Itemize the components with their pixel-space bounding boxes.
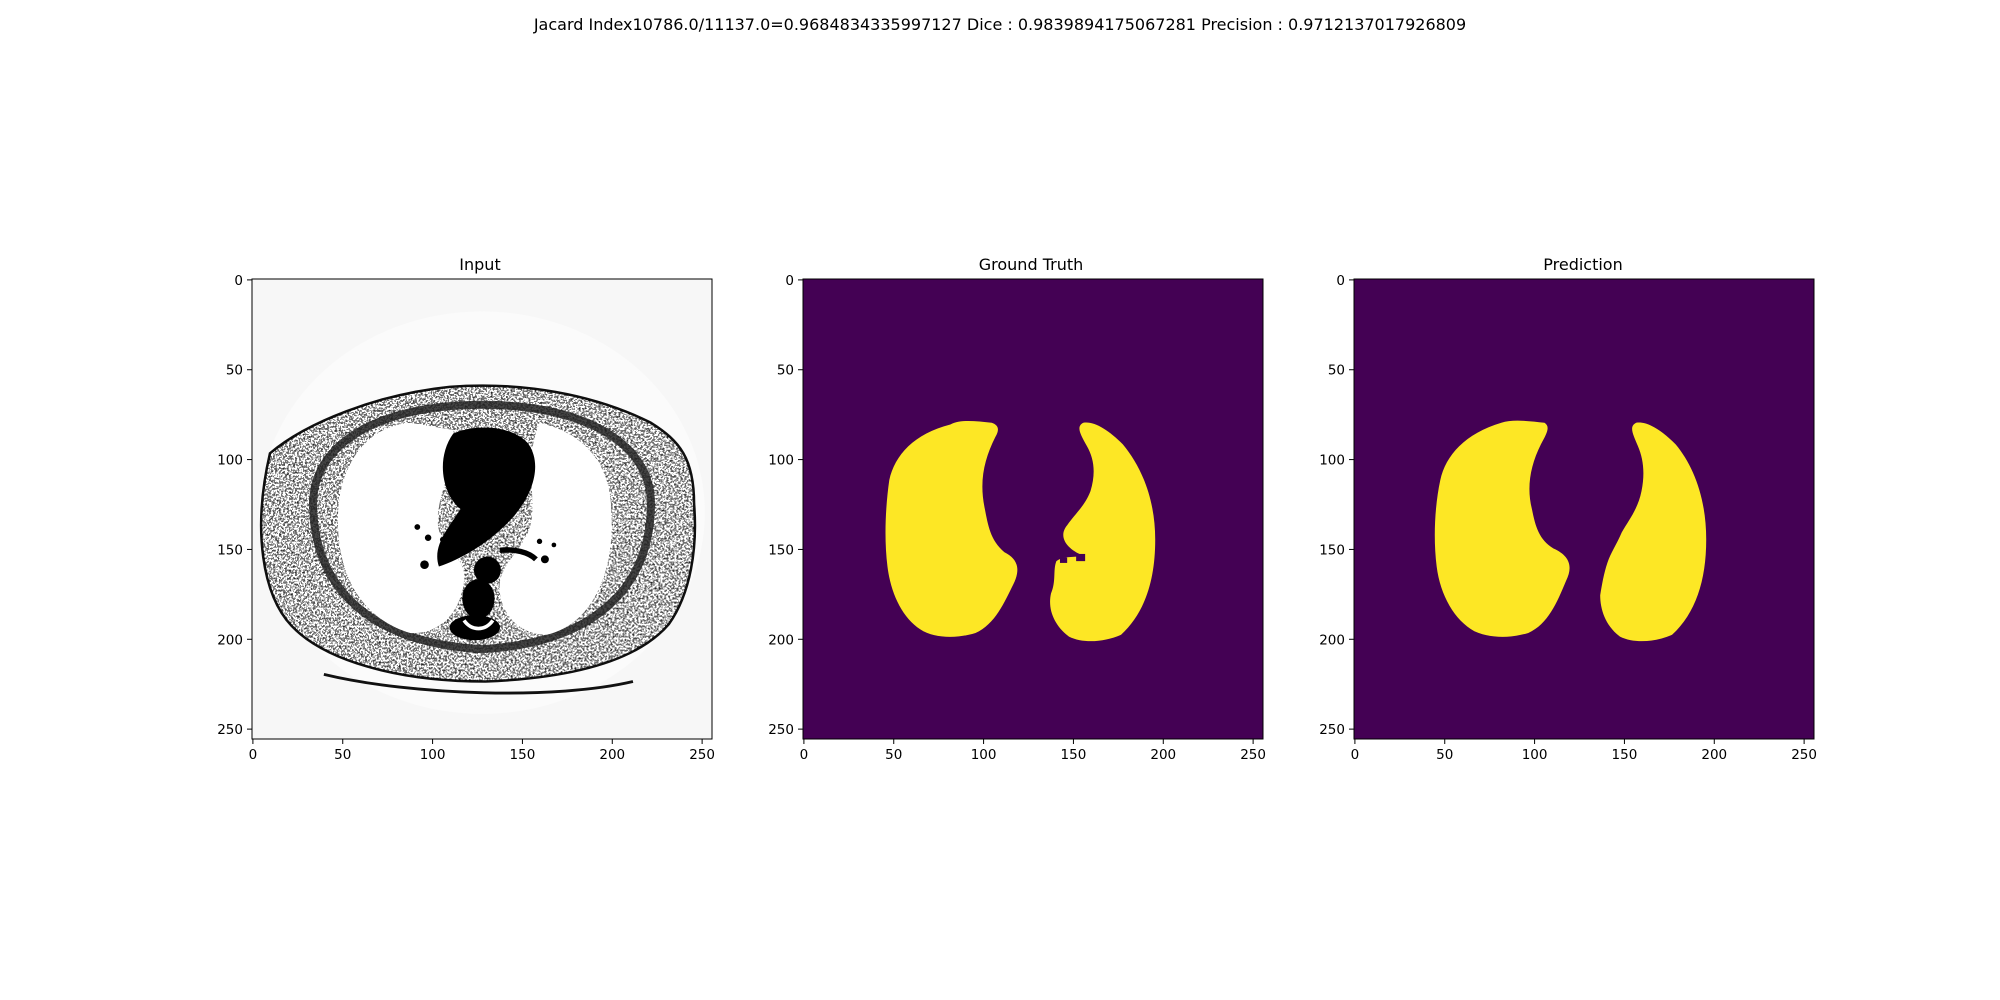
xtick-label-input: 150	[510, 747, 536, 763]
panel-ground-truth: Ground Truth	[802, 255, 1264, 740]
xtick-label-input: 50	[334, 747, 351, 763]
xtick-label-prediction: 0	[1351, 747, 1360, 763]
axes-frame-prediction	[1353, 278, 1815, 740]
ytick-label-ground_truth: 150	[768, 542, 794, 558]
xtick-label-input: 100	[420, 747, 446, 763]
mask-lung-right	[885, 420, 1018, 637]
ytick-label-prediction: 100	[1319, 453, 1345, 469]
xtick-label-prediction: 50	[1436, 747, 1453, 763]
ct-lung-right	[337, 422, 465, 634]
xtick-label-prediction: 250	[1791, 747, 1817, 763]
mask-prediction	[1354, 279, 1815, 740]
ct-lung-left	[499, 422, 612, 635]
mask-background	[1354, 279, 1815, 740]
mask-background	[803, 279, 1264, 740]
ct-vessel	[536, 538, 543, 545]
ytick-label-ground_truth: 200	[768, 632, 794, 648]
ytick-label-ground_truth: 250	[768, 722, 794, 738]
ytick-label-ground_truth: 50	[777, 363, 794, 379]
mask-hole	[1076, 553, 1086, 562]
ct-vessel	[551, 542, 557, 548]
xtick-label-ground_truth: 100	[971, 747, 997, 763]
ytick-label-prediction: 200	[1319, 632, 1345, 648]
xtick-label-ground_truth: 50	[885, 747, 902, 763]
panel-title-ground-truth: Ground Truth	[979, 255, 1084, 274]
mask-hole	[1059, 557, 1068, 563]
ct-vessel	[439, 537, 445, 543]
ct-heart	[437, 427, 536, 567]
ytick-label-input: 50	[226, 363, 243, 379]
panel-title-input: Input	[459, 255, 500, 274]
axes-frame-ground-truth	[802, 278, 1264, 740]
axes-frame-input	[251, 278, 713, 740]
xtick-label-input: 250	[689, 747, 715, 763]
ct-bronchus	[499, 547, 538, 562]
ct-vessel	[540, 555, 549, 564]
ytick-label-prediction: 150	[1319, 542, 1345, 558]
xtick-label-prediction: 100	[1522, 747, 1548, 763]
ct-vessel	[420, 560, 429, 570]
mask-lung-left	[1600, 422, 1707, 642]
ytick-label-ground_truth: 0	[785, 273, 794, 289]
xtick-label-ground_truth: 0	[800, 747, 809, 763]
ct-vertebra	[462, 579, 495, 619]
xtick-label-input: 200	[599, 747, 625, 763]
ytick-label-input: 100	[217, 453, 243, 469]
axis-ticks: 0 0 50 50 100 100 150 150 200 200 250 250 0 0 50 50 100 1…	[217, 273, 1817, 763]
mask-ground-truth	[803, 279, 1264, 740]
figure-title: Jacard Index10786.0/11137.0=0.9684834335…	[533, 15, 1467, 34]
ytick-label-ground_truth: 100	[768, 453, 794, 469]
ct-table	[323, 672, 634, 695]
mask-lung-right	[1434, 420, 1570, 637]
ct-aorta	[473, 556, 501, 584]
ytick-label-input: 0	[234, 273, 243, 289]
xtick-label-ground_truth: 150	[1061, 747, 1087, 763]
ct-chest-wall	[309, 400, 655, 654]
panel-input: Input	[251, 255, 713, 740]
mask-lung-left	[1050, 422, 1156, 642]
ytick-label-prediction: 0	[1336, 273, 1345, 289]
panel-prediction: Prediction	[1353, 255, 1815, 740]
ytick-label-input: 250	[217, 722, 243, 738]
xtick-label-input: 0	[249, 747, 258, 763]
ct-image	[252, 279, 713, 740]
ytick-label-input: 150	[217, 542, 243, 558]
xtick-label-ground_truth: 250	[1240, 747, 1266, 763]
panel-title-prediction: Prediction	[1543, 255, 1622, 274]
ytick-label-prediction: 50	[1328, 363, 1345, 379]
ytick-label-prediction: 250	[1319, 722, 1345, 738]
ct-vessel	[424, 534, 432, 542]
ytick-label-input: 200	[217, 632, 243, 648]
ct-vessel	[414, 524, 421, 530]
xtick-label-prediction: 200	[1701, 747, 1727, 763]
xtick-label-ground_truth: 200	[1150, 747, 1176, 763]
ct-spinal-canal	[462, 619, 495, 631]
xtick-label-prediction: 150	[1612, 747, 1638, 763]
